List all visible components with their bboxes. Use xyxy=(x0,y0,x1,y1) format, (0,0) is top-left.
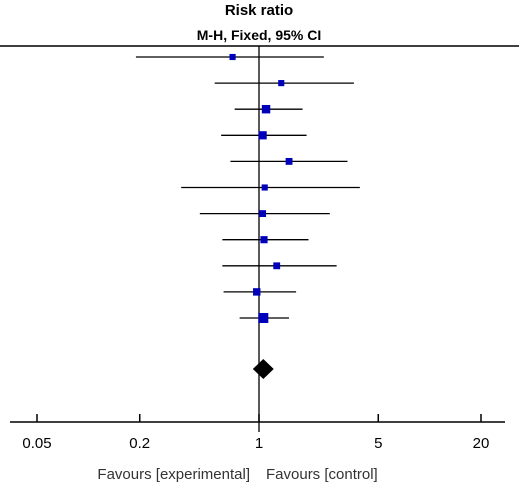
x-tick-label-0_2: 0.2 xyxy=(129,435,150,452)
header-method: M-H, Fixed, 95% CI xyxy=(197,27,321,43)
study-4-marker xyxy=(258,131,267,140)
favours-left-label: Favours [experimental] xyxy=(97,466,250,483)
plot-area xyxy=(135,46,360,432)
study-5-marker xyxy=(285,157,293,165)
x-tick-label-0_05: 0.05 xyxy=(22,435,51,452)
x-tick-label-1: 1 xyxy=(255,435,263,452)
header-title: Risk ratio xyxy=(225,2,293,19)
study-1-marker xyxy=(229,53,236,61)
pooled-estimate-diamond xyxy=(252,359,274,379)
x-axis-ticks: 0.05 0.2 1 5 20 xyxy=(22,414,489,452)
study-8-marker xyxy=(260,236,268,244)
study-10-marker xyxy=(253,288,261,296)
study-3-marker xyxy=(261,104,271,114)
study-6-marker xyxy=(261,184,268,191)
x-tick-label-5: 5 xyxy=(374,435,382,452)
study-7-marker xyxy=(259,210,267,218)
study-2-marker xyxy=(278,80,285,87)
study-11-marker xyxy=(258,313,269,323)
study-9-marker xyxy=(273,262,281,270)
favours-right-label: Favours [control] xyxy=(266,466,378,483)
x-tick-label-20: 20 xyxy=(473,435,490,452)
